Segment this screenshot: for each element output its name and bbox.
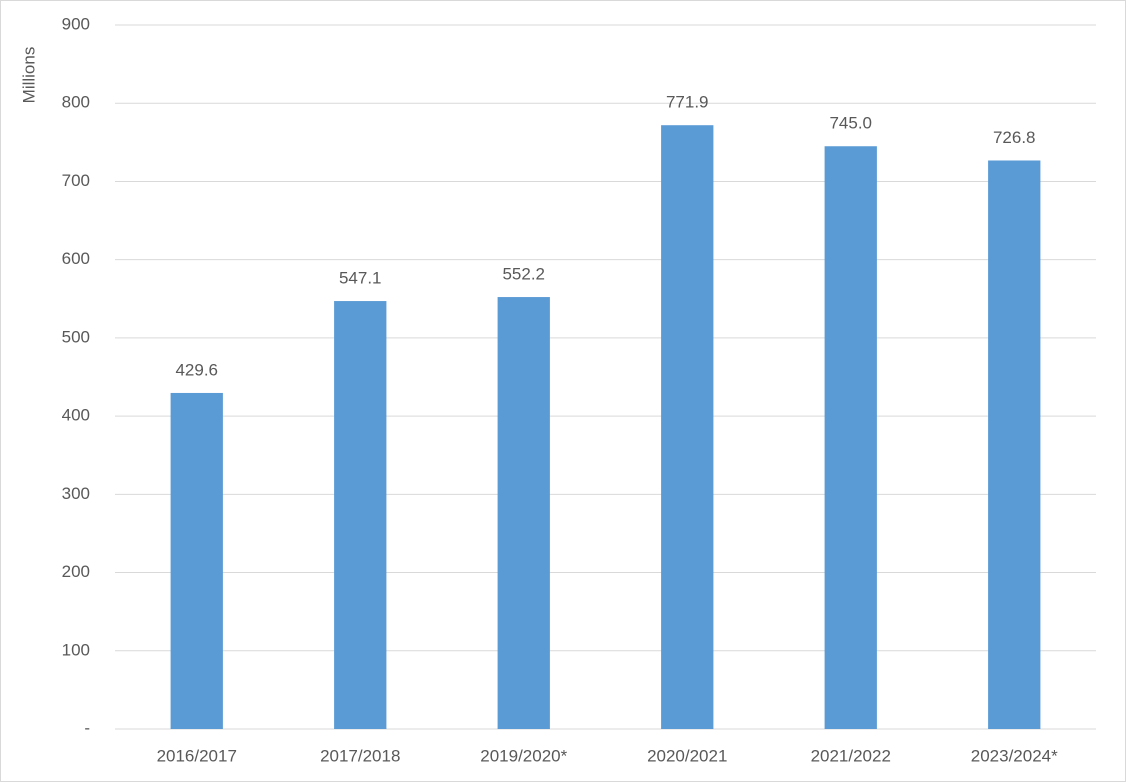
x-tick-label: 2023/2024* — [971, 746, 1058, 765]
y-tick-label: 300 — [62, 484, 90, 503]
data-label: 552.2 — [502, 265, 545, 284]
x-tick-label: 2021/2022 — [811, 746, 891, 765]
y-tick-label: 100 — [62, 640, 90, 659]
data-label: 726.8 — [993, 128, 1036, 147]
x-tick-label: 2016/2017 — [157, 746, 237, 765]
y-axis-label: Millions — [19, 47, 38, 104]
bar — [334, 301, 387, 729]
y-tick-label: 400 — [62, 406, 90, 425]
y-tick-label: 800 — [62, 93, 90, 112]
x-tick-label: 2019/2020* — [480, 746, 567, 765]
data-label: 745.0 — [829, 114, 872, 133]
bar — [497, 297, 550, 729]
bar — [661, 125, 714, 730]
data-label: 771.9 — [666, 93, 709, 112]
x-tick-label: 2020/2021 — [647, 746, 727, 765]
y-tick-label: - — [84, 718, 90, 737]
bar — [988, 160, 1041, 729]
y-tick-label: 700 — [62, 171, 90, 190]
bar — [824, 146, 877, 729]
x-tick-label: 2017/2018 — [320, 746, 400, 765]
bar — [170, 392, 223, 729]
data-label: 547.1 — [339, 269, 382, 288]
y-tick-label: 600 — [62, 249, 90, 268]
y-tick-label: 200 — [62, 562, 90, 581]
y-tick-label: 900 — [62, 14, 90, 33]
y-tick-label: 500 — [62, 327, 90, 346]
data-label: 429.6 — [175, 360, 218, 379]
